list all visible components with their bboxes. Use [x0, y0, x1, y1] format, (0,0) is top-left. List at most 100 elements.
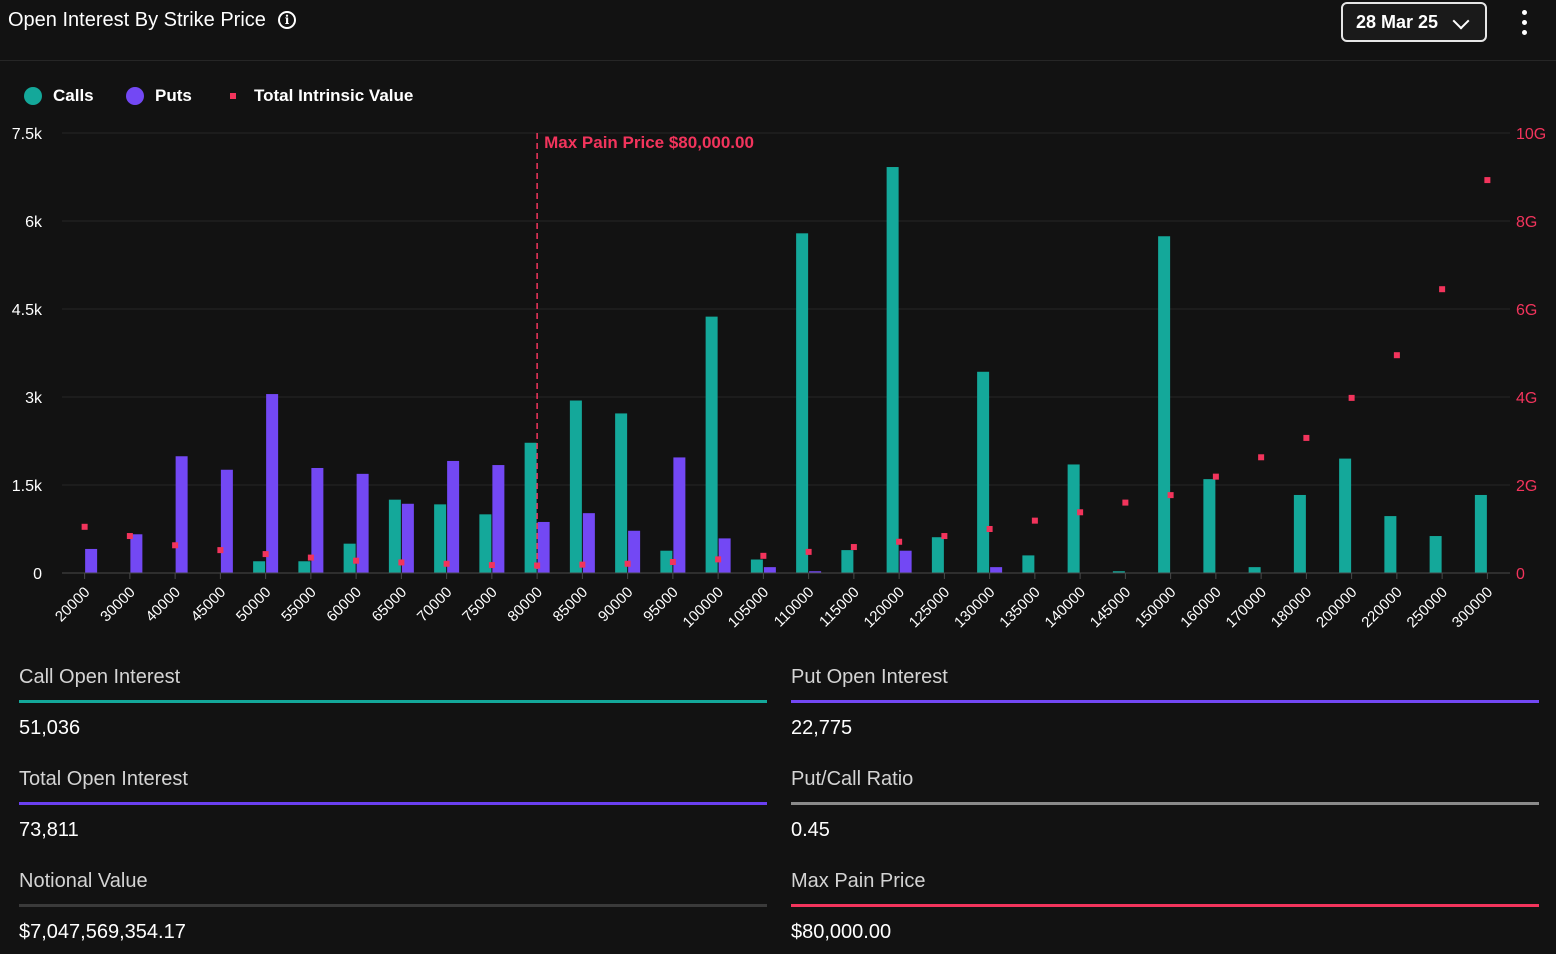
- intrinsic-value-point[interactable]: [81, 523, 88, 530]
- legend-item-calls[interactable]: Calls: [24, 86, 94, 106]
- call-bar[interactable]: [479, 514, 492, 573]
- intrinsic-value-point[interactable]: [1439, 286, 1446, 293]
- put-bar[interactable]: [220, 469, 233, 573]
- call-bar[interactable]: [841, 550, 854, 573]
- intrinsic-value-point[interactable]: [307, 554, 314, 561]
- call-bar[interactable]: [1158, 236, 1171, 573]
- intrinsic-value-point[interactable]: [1077, 509, 1084, 516]
- intrinsic-value-point[interactable]: [941, 533, 948, 540]
- intrinsic-value-point[interactable]: [715, 556, 722, 563]
- stat-card: Call Open Interest 51,036: [19, 666, 767, 740]
- intrinsic-swatch: [230, 93, 236, 99]
- call-bar[interactable]: [343, 543, 356, 573]
- intrinsic-value-point[interactable]: [1167, 492, 1174, 499]
- intrinsic-value-point[interactable]: [262, 551, 269, 558]
- call-bar[interactable]: [660, 550, 673, 573]
- call-bar[interactable]: [886, 167, 899, 573]
- intrinsic-value-point[interactable]: [1303, 434, 1310, 441]
- legend-item-puts[interactable]: Puts: [126, 86, 192, 106]
- call-bar[interactable]: [977, 371, 990, 573]
- intrinsic-value-point[interactable]: [579, 561, 586, 568]
- intrinsic-value-point[interactable]: [398, 559, 405, 566]
- call-bar[interactable]: [1474, 494, 1487, 573]
- intrinsic-value-point[interactable]: [760, 552, 767, 559]
- intrinsic-value-point[interactable]: [1393, 352, 1400, 359]
- put-bar[interactable]: [447, 460, 460, 573]
- put-bar[interactable]: [85, 548, 98, 573]
- x-tick-label: 55000: [278, 584, 320, 626]
- x-tick-label: 300000: [1449, 584, 1496, 631]
- intrinsic-value-point[interactable]: [172, 542, 179, 549]
- call-bar[interactable]: [524, 442, 537, 573]
- intrinsic-value-point[interactable]: [1348, 394, 1355, 401]
- intrinsic-value-point[interactable]: [986, 526, 993, 532]
- intrinsic-value-point[interactable]: [624, 560, 631, 567]
- call-bar[interactable]: [434, 504, 447, 573]
- put-bar[interactable]: [266, 394, 279, 573]
- put-bar[interactable]: [130, 534, 143, 573]
- call-bar[interactable]: [615, 413, 628, 573]
- intrinsic-value-point[interactable]: [1031, 517, 1038, 524]
- intrinsic-value-point[interactable]: [353, 557, 360, 564]
- call-bar[interactable]: [705, 316, 718, 573]
- stat-value: 0.45: [791, 819, 830, 841]
- info-icon[interactable]: i: [278, 11, 296, 29]
- call-bar[interactable]: [796, 233, 809, 573]
- call-bar[interactable]: [931, 537, 944, 573]
- call-bar[interactable]: [1112, 571, 1125, 573]
- call-bar[interactable]: [1067, 464, 1080, 573]
- intrinsic-value-point[interactable]: [1258, 454, 1265, 461]
- x-tick-label: 75000: [459, 584, 501, 626]
- put-bar[interactable]: [175, 456, 188, 573]
- call-bar[interactable]: [1293, 494, 1306, 573]
- put-bar[interactable]: [899, 550, 912, 573]
- intrinsic-value-point[interactable]: [669, 559, 676, 565]
- x-tick-label: 115000: [816, 584, 863, 631]
- intrinsic-value-point[interactable]: [126, 533, 133, 540]
- put-bar[interactable]: [628, 530, 641, 573]
- put-bar[interactable]: [673, 457, 686, 573]
- intrinsic-value-point[interactable]: [1484, 177, 1491, 184]
- put-bar[interactable]: [763, 567, 776, 573]
- call-bar[interactable]: [750, 559, 763, 573]
- put-bar[interactable]: [809, 571, 822, 573]
- more-options-icon[interactable]: [1516, 8, 1534, 38]
- intrinsic-value-point[interactable]: [217, 547, 224, 554]
- expiry-date-dropdown[interactable]: 28 Mar 25: [1341, 2, 1487, 42]
- legend-label-intrinsic: Total Intrinsic Value: [254, 86, 414, 105]
- call-bar[interactable]: [1429, 536, 1442, 573]
- stat-value: 51,036: [19, 717, 81, 739]
- intrinsic-value-point[interactable]: [896, 538, 903, 545]
- put-bar[interactable]: [582, 513, 595, 573]
- y-tick-label: 1.5k: [12, 478, 43, 495]
- put-bar[interactable]: [990, 567, 1003, 573]
- legend-item-intrinsic[interactable]: Total Intrinsic Value: [224, 86, 413, 106]
- call-bar[interactable]: [1339, 458, 1352, 573]
- stat-label: Notional Value: [19, 870, 148, 892]
- call-bar[interactable]: [569, 400, 582, 573]
- put-bar[interactable]: [492, 465, 505, 573]
- call-bar[interactable]: [1203, 479, 1216, 573]
- intrinsic-value-point[interactable]: [443, 560, 450, 567]
- put-bar[interactable]: [356, 473, 369, 573]
- x-tick-label: 30000: [97, 584, 139, 626]
- y2-tick-label: 10G: [1516, 126, 1546, 143]
- x-tick-label: 130000: [951, 584, 998, 631]
- intrinsic-value-point[interactable]: [1122, 499, 1129, 506]
- x-tick-label: 220000: [1358, 584, 1405, 631]
- put-bar[interactable]: [537, 521, 550, 573]
- call-bar[interactable]: [388, 499, 401, 573]
- call-bar[interactable]: [1022, 555, 1035, 573]
- intrinsic-value-point[interactable]: [850, 544, 857, 551]
- call-bar[interactable]: [1384, 516, 1397, 573]
- put-bar[interactable]: [718, 538, 731, 573]
- intrinsic-value-point[interactable]: [805, 548, 812, 555]
- put-bar[interactable]: [401, 503, 414, 573]
- call-bar[interactable]: [1248, 567, 1261, 573]
- call-bar[interactable]: [253, 561, 266, 573]
- intrinsic-value-point[interactable]: [1212, 473, 1219, 480]
- stat-card: Put/Call Ratio 0.45: [791, 768, 1539, 842]
- intrinsic-value-point[interactable]: [488, 562, 495, 569]
- call-bar[interactable]: [298, 561, 311, 573]
- put-bar[interactable]: [311, 467, 324, 573]
